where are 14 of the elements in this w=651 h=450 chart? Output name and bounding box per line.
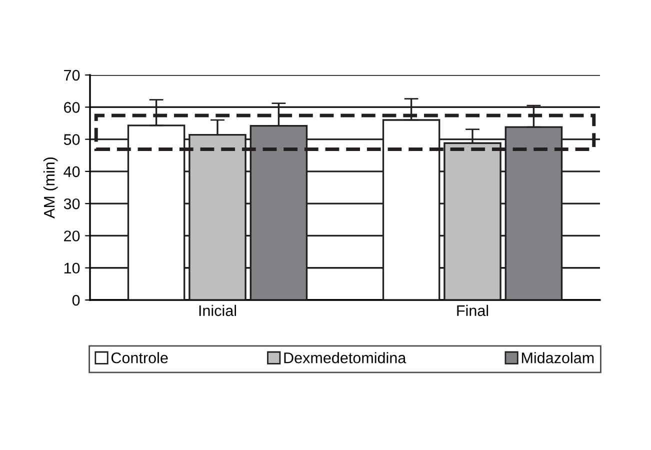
y-tick-label: 20 <box>64 230 80 242</box>
legend-label: Midazolam <box>522 352 594 364</box>
y-tick-label: 50 <box>64 134 80 145</box>
y-axis-title: AM (min) <box>43 157 58 218</box>
y-tick-label: 10 <box>64 262 80 274</box>
y-tick-label: 40 <box>64 166 80 178</box>
x-tick-label: Inicial <box>199 304 236 316</box>
legend-label: Dexmedetomidina <box>284 352 406 364</box>
y-tick-label: 60 <box>64 102 80 113</box>
y-tick-label: 30 <box>64 198 80 210</box>
y-tick-label: 0 <box>72 294 80 306</box>
y-tick-label: 70 <box>64 70 80 81</box>
legend-label: Controle <box>111 352 168 364</box>
x-tick-label: Final <box>457 304 488 316</box>
